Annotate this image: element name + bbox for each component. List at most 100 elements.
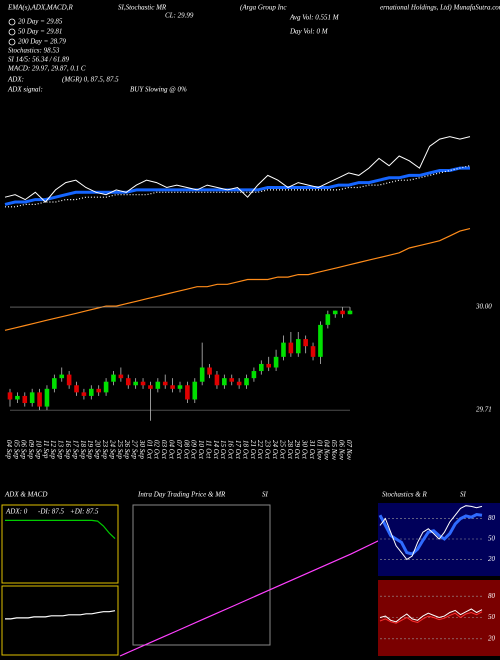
panel-title: ADX & MACD — [4, 491, 47, 499]
y-tick-label: 30.00 — [475, 303, 492, 311]
x-tick-label: 10 Sep — [34, 440, 42, 459]
candle-body — [310, 346, 316, 357]
candle-body — [229, 378, 235, 382]
x-tick-label: 04 Oct — [167, 440, 175, 460]
x-tick-label: 08 Oct — [182, 440, 190, 460]
annotation: MACD: 29.97, 29.87, 0.1 C — [7, 65, 86, 73]
y-tick-label: 20 — [488, 555, 496, 563]
annotation: BUY Slowing @ 0% — [130, 86, 187, 94]
candle-body — [251, 371, 257, 379]
price-line — [4, 136, 471, 203]
indicator-line — [4, 228, 471, 331]
candle-body — [29, 392, 35, 404]
annotation: Day Vol: 0 M — [289, 28, 329, 36]
candle-body — [266, 363, 271, 368]
x-tick-label: 01 Nov — [315, 440, 323, 461]
y-tick-label: 20 — [488, 634, 496, 642]
candle-body — [125, 378, 131, 386]
x-tick-label: 15 Oct — [219, 440, 227, 460]
annotation: CL: 29.99 — [165, 12, 194, 20]
x-tick-label: 13 Sep — [57, 440, 65, 459]
panel-title: Stochastics & R — [382, 491, 427, 499]
x-tick-label: 24 Sep — [108, 440, 116, 459]
y-tick-label: 80 — [488, 514, 496, 522]
candle-body — [140, 381, 146, 386]
indicator-line — [379, 505, 483, 561]
x-tick-label: 06 Sep — [20, 440, 28, 459]
x-tick-label: 30 Oct — [301, 439, 309, 460]
x-tick-label: 25 Oct — [278, 440, 286, 460]
legend-marker — [8, 38, 16, 46]
x-tick-label: 07 Oct — [175, 440, 183, 460]
x-tick-label: 04 Sep — [5, 440, 13, 459]
x-tick-label: 01 Oct — [145, 440, 153, 460]
annotation: Stochastics: 98.53 — [8, 47, 60, 55]
candle-body — [340, 310, 345, 315]
candle-body — [52, 378, 57, 389]
x-tick-label: 19 Sep — [86, 440, 94, 459]
indicator-line — [5, 165, 471, 208]
panel-title: SI — [460, 491, 467, 499]
x-tick-label: 18 Oct — [241, 440, 249, 460]
x-tick-label: 31 Oct — [308, 439, 316, 460]
x-tick-label: 11 Sep — [42, 440, 50, 459]
indicator-line — [379, 611, 483, 624]
x-tick-label: 23 Oct — [264, 440, 272, 460]
x-tick-label: 14 Oct — [212, 440, 220, 460]
candle-body — [44, 388, 50, 407]
candle-body — [222, 378, 227, 386]
candle-body — [59, 374, 65, 379]
adx-panel — [1, 504, 119, 584]
candle-body — [81, 392, 87, 396]
adx-reading: -DI: 87.5 — [38, 508, 65, 516]
panel-background — [378, 580, 500, 656]
header-text: SI,Stochastic MR — [118, 4, 167, 12]
candle-body — [214, 374, 220, 386]
x-tick-label: 05 Sep — [12, 440, 20, 459]
annotation: ADX signal: — [7, 86, 43, 94]
candle-body — [15, 395, 20, 400]
x-tick-label: 03 Oct — [160, 440, 168, 460]
candle-body — [74, 385, 79, 393]
x-tick-label: 02 Oct — [153, 440, 161, 460]
x-tick-label: 20 Sep — [94, 440, 102, 459]
x-tick-label: 17 Oct — [234, 440, 242, 460]
y-tick-label: 29.71 — [476, 406, 492, 414]
legend-marker — [8, 18, 16, 26]
header-text: (Arga Group Inc — [240, 4, 287, 12]
indicator-line — [119, 539, 381, 657]
annotation: Avg Vol: 0.551 M — [289, 14, 340, 22]
indicator-line — [5, 610, 116, 620]
header-text: ernational Holdings, Ltd) MunafaSutra.co… — [380, 4, 500, 12]
indicator-line — [5, 519, 116, 540]
candle-body — [96, 388, 101, 393]
y-tick-label: 80 — [488, 592, 496, 600]
header-text: EMA(s),ADX,MACD,R — [7, 4, 73, 12]
macd-panel — [1, 585, 119, 656]
x-tick-label: 26 Sep — [123, 440, 131, 459]
candle-body — [155, 381, 161, 389]
candle-body — [288, 342, 294, 354]
y-tick-label: 50 — [488, 535, 496, 543]
intraday-panel — [132, 504, 271, 646]
candle-body — [236, 381, 242, 386]
candle-body — [303, 339, 308, 347]
x-tick-label: 29 Oct — [293, 440, 301, 460]
x-tick-label: 27 Sep — [131, 440, 139, 459]
legend-entry: 50 Day = 29.81 — [18, 28, 62, 36]
x-tick-label: 22 Oct — [256, 440, 264, 460]
candle-body — [192, 381, 198, 400]
x-tick-label: 24 Oct — [271, 440, 279, 460]
candle-body — [281, 342, 286, 357]
candle-body — [318, 324, 323, 357]
candle-body — [111, 374, 116, 382]
x-tick-label: 23 Sep — [101, 440, 109, 459]
candle-body — [332, 310, 338, 315]
panel-title: Intra Day Trading Price & MR — [137, 491, 226, 499]
candle-body — [133, 381, 138, 386]
candle-body — [185, 385, 190, 400]
candle-body — [177, 385, 183, 389]
candle-body — [162, 381, 168, 386]
x-tick-label: 30 Sep — [138, 439, 146, 459]
